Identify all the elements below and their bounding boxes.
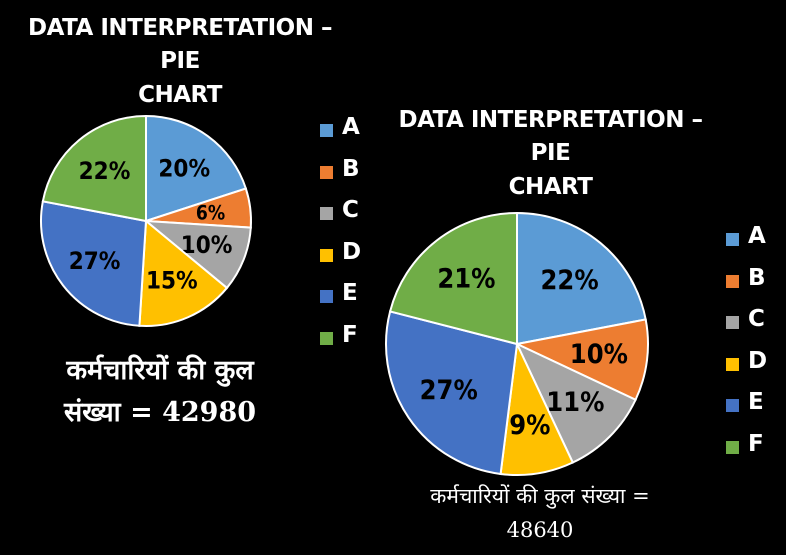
chart-1-data-label-d: 15% <box>146 267 198 295</box>
chart-1-legend-label-e: E <box>342 280 358 306</box>
chart-1-legend-swatch-a <box>320 124 333 137</box>
chart-2-data-label-c: 11% <box>546 387 604 418</box>
chart-1-slice-e <box>40 200 148 327</box>
chart-2-data-label-a: 22% <box>541 265 599 296</box>
chart-2-data-label-e: 27% <box>420 375 478 406</box>
chart-2-data-label-b: 10% <box>570 339 628 370</box>
chart-1-data-label-c: 10% <box>181 231 233 259</box>
chart-1-total-employees: कर्मचारियों की कुल संख्या = 42980 <box>10 350 310 434</box>
chart-1-slice-a <box>145 114 248 223</box>
chart-1-legend-swatch-e <box>320 290 333 303</box>
chart-1-data-label-e: 27% <box>69 247 121 275</box>
chart-2-total-line2: 48640 <box>506 517 574 542</box>
chart-2-slice-f <box>388 211 518 346</box>
chart-1-title-line2: CHART <box>138 81 222 108</box>
chart-2-legend-swatch-b <box>726 274 739 288</box>
chart-2-legend-swatch-a <box>726 233 739 246</box>
chart-2-legend-swatch-d <box>726 357 739 371</box>
chart-2-legend-label-d: D <box>748 347 768 374</box>
chart-1-title: DATA INTERPRETATION – PIE CHART <box>20 12 340 112</box>
chart-2-title-line1: DATA INTERPRETATION – PIE <box>398 107 704 167</box>
chart-2-legend-label-a: A <box>748 223 766 249</box>
chart-1-total-line2: संख्या = 42980 <box>63 396 257 428</box>
chart-2-data-label-f: 21% <box>437 263 495 294</box>
chart-1-total-line1: कर्मचारियों की कुल <box>66 355 254 386</box>
chart-2-legend-label-c: C <box>748 306 765 332</box>
chart-1-legend-swatch-d <box>320 248 333 262</box>
chart-1-legend-swatch-f <box>320 331 333 345</box>
chart-2-legend-swatch-f <box>726 440 739 454</box>
chart-1-data-label-a: 20% <box>158 154 210 182</box>
chart-2-legend-swatch-e <box>726 399 739 412</box>
chart-1-legend-label-b: B <box>342 155 360 182</box>
chart-1-slice-f <box>41 114 147 223</box>
chart-1-legend-label-a: A <box>342 114 360 140</box>
chart-2-total-line1: कर्मचारियों की कुल संख्या = <box>430 484 650 508</box>
chart-2-title: DATA INTERPRETATION – PIE CHART <box>398 104 704 204</box>
chart-2-legend-label-b: B <box>748 264 766 291</box>
chart-1-legend-label-d: D <box>342 238 362 265</box>
chart-2-legend-label-e: E <box>748 389 764 415</box>
chart-2-data-label-d: 9% <box>509 410 550 441</box>
chart-1-legend-label-c: C <box>342 197 359 223</box>
chart-1-legend-label-f: F <box>342 321 358 348</box>
chart-2-slice-b <box>513 318 649 402</box>
chart-1-legend-swatch-c <box>320 207 333 220</box>
chart-2-slice-a <box>516 211 647 346</box>
chart-1-title-line1: DATA INTERPRETATION – PIE <box>28 15 333 75</box>
chart-2-legend-swatch-c <box>726 316 739 329</box>
chart-2-legend-label-f: F <box>748 430 764 457</box>
chart-1-legend-swatch-b <box>320 165 333 179</box>
chart-1-data-label-b: 6% <box>196 201 225 224</box>
chart-1-data-label-f: 22% <box>79 157 131 185</box>
chart-2-title-line2: CHART <box>508 173 593 200</box>
chart-1-slice-d <box>138 218 229 327</box>
chart-2-slice-e <box>385 310 519 476</box>
chart-2-total-employees: कर्मचारियों की कुल संख्या = 48640 <box>395 480 685 547</box>
chart-2-slice-c <box>514 341 637 464</box>
